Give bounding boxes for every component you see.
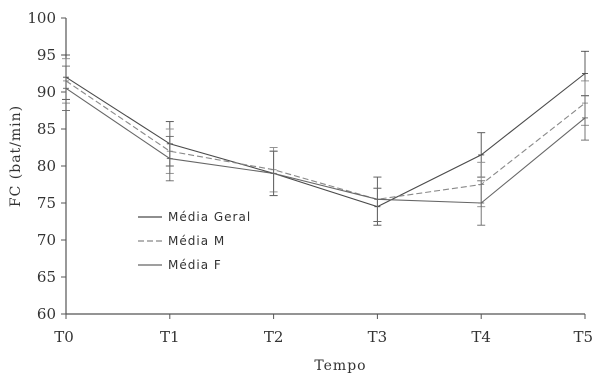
legend-label: Média Geral [168, 210, 251, 224]
series-line [65, 80, 586, 200]
y-tick-label: 60 [37, 305, 56, 323]
x-tick-label: T2 [264, 328, 284, 346]
series-1 [62, 58, 589, 222]
error-bar [269, 150, 278, 197]
y-tick-label: 70 [37, 231, 56, 249]
series-line [65, 73, 586, 208]
legend-label: Média F [168, 258, 222, 272]
x-tick-label: T4 [471, 328, 491, 346]
error-bar [62, 65, 70, 111]
x-axis-title: Tempo [314, 358, 366, 374]
y-tick-label: 95 [37, 46, 56, 64]
x-tick-label: T3 [368, 328, 388, 346]
series-2 [62, 65, 589, 226]
error-bar [581, 95, 589, 141]
error-bar [477, 180, 486, 226]
legend-item: Média M [138, 234, 225, 248]
error-bar [165, 135, 174, 182]
axes: 60 65 70 75 80 85 90 95 100 T0 T1 T2 T3 T4 T5 [27, 9, 593, 346]
y-tick-label: 80 [37, 157, 56, 175]
x-tick-label: T0 [54, 328, 74, 346]
x-tick-label: T1 [160, 328, 180, 346]
legend-label: Média M [168, 234, 225, 248]
error-bar [373, 176, 382, 222]
y-axis-title: FC (bat/min) [8, 105, 24, 207]
legend: Média Geral Média M Média F [138, 210, 251, 272]
y-tick-label: 100 [27, 9, 56, 27]
legend-item: Média F [138, 258, 222, 272]
legend-item: Média Geral [138, 210, 251, 224]
x-tick-label: T5 [573, 328, 593, 346]
y-tick-label: 90 [37, 83, 56, 101]
y-tick-label: 85 [37, 120, 56, 138]
series-line [65, 87, 586, 204]
series-0 [62, 50, 589, 226]
y-tick-label: 75 [37, 194, 56, 212]
y-tick-label: 65 [37, 268, 56, 286]
series-layer [62, 50, 589, 226]
